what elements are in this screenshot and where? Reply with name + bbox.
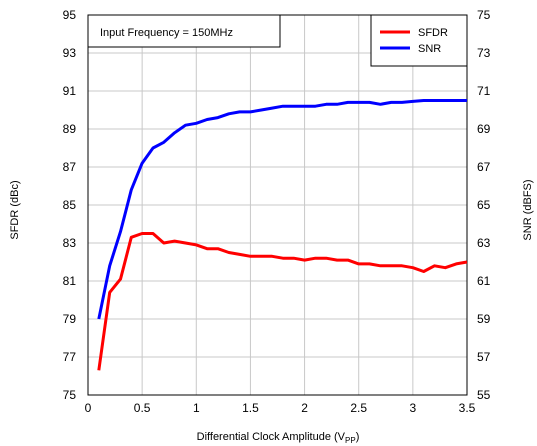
legend-label-snr: SNR xyxy=(418,43,441,55)
series-lines xyxy=(99,101,467,371)
x-tick-label: 3 xyxy=(410,401,417,415)
y-right-tick-label: 67 xyxy=(477,160,491,174)
y-right-tick-label: 73 xyxy=(477,46,491,60)
gridlines xyxy=(88,15,467,395)
y-right-tick-label: 63 xyxy=(477,236,491,250)
y-axis-title-right: SNR (dBFS) xyxy=(522,179,534,240)
y-left-tick-label: 83 xyxy=(63,236,77,250)
y-left-tick-label: 75 xyxy=(63,388,77,402)
x-tick-label: 1 xyxy=(193,401,200,415)
series-line-snr xyxy=(99,101,467,320)
x-tick-label: 0 xyxy=(85,401,92,415)
y-left-tick-label: 89 xyxy=(63,122,77,136)
y-left-tick-label: 91 xyxy=(63,84,77,98)
y-right-tick-label: 75 xyxy=(477,8,491,22)
x-tick-label: 0.5 xyxy=(134,401,151,415)
y-right-tick-label: 59 xyxy=(477,312,491,326)
x-tick-label: 2 xyxy=(301,401,308,415)
y-left-tick-label: 79 xyxy=(63,312,77,326)
x-tick-label: 2.5 xyxy=(350,401,367,415)
series-line-sfdr xyxy=(99,234,467,371)
x-tick-label: 1.5 xyxy=(242,401,259,415)
y-left-tick-label: 85 xyxy=(63,198,77,212)
y-right-tick-label: 61 xyxy=(477,274,491,288)
annotation-text: Input Frequency = 150MHz xyxy=(100,27,233,39)
y-left-tick-label: 77 xyxy=(63,350,77,364)
y-right-tick-label: 57 xyxy=(477,350,491,364)
y-right-tick-label: 65 xyxy=(477,198,491,212)
legend-label-sfdr: SFDR xyxy=(418,27,448,39)
y-left-tick-label: 93 xyxy=(63,46,77,60)
x-axis-title: Differential Clock Amplitude (VPP) xyxy=(197,431,360,445)
y-left-tick-label: 95 xyxy=(63,8,77,22)
y-left-tick-label: 87 xyxy=(63,160,77,174)
y-right-tick-label: 55 xyxy=(477,388,491,402)
y-right-tick-label: 71 xyxy=(477,84,491,98)
legend: SFDR SNR xyxy=(371,15,467,66)
y-left-tick-label: 81 xyxy=(63,274,77,288)
y-axis-title-left: SFDR (dBc) xyxy=(9,180,21,239)
legend-box xyxy=(371,15,467,66)
x-tick-label: 3.5 xyxy=(459,401,476,415)
y-right-tick-label: 69 xyxy=(477,122,491,136)
